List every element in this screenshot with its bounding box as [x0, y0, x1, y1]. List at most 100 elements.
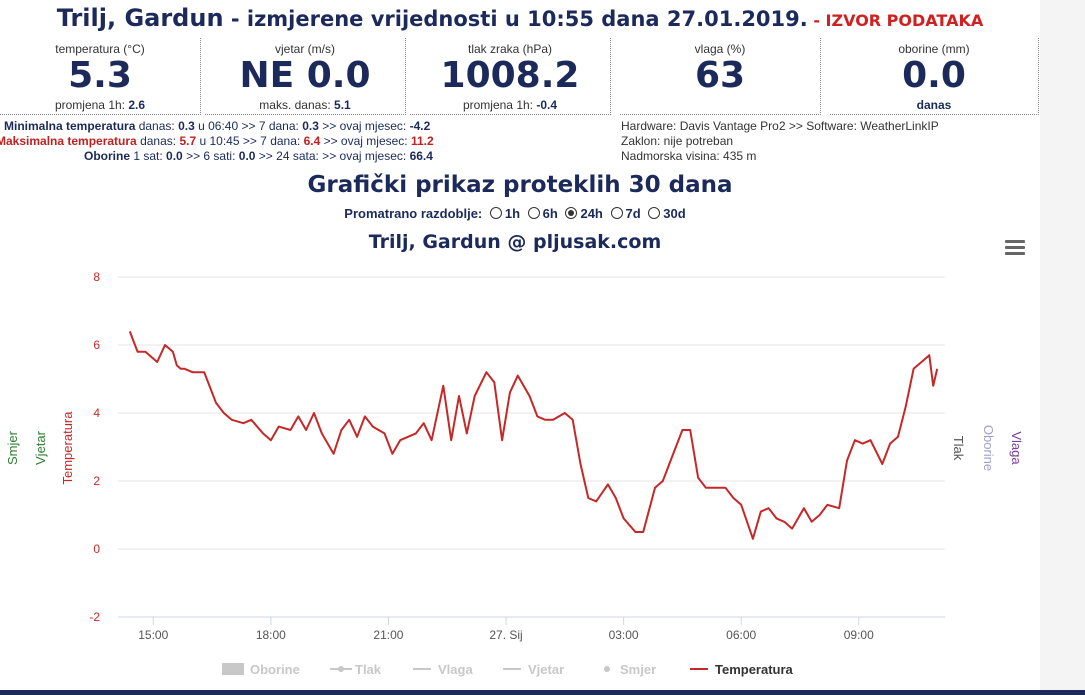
hardware-line: Hardware: Davis Vantage Pro2 >> Software…	[621, 119, 939, 133]
x-tick-label: 27. Sij	[489, 628, 522, 642]
record-title: Maksimalna temperatura	[0, 134, 137, 148]
record-value: 66.4	[409, 149, 433, 163]
record-value: 11.2	[410, 134, 434, 148]
record-title: Oborine	[84, 149, 131, 163]
record-text: >> ovaj mjesec:	[318, 119, 410, 133]
station-name: Trilj, Gardun	[56, 4, 224, 32]
stat-label: vlaga (%)	[694, 42, 746, 56]
record-text: u 06:40 >> 7 dana:	[194, 119, 303, 133]
period-option-24h[interactable]: 24h	[561, 206, 603, 221]
shelter-line: Zaklon: nije potreban	[621, 134, 734, 148]
stat-value: NE 0.0	[239, 55, 371, 96]
stat-sub: danas	[830, 98, 1038, 112]
stat-sub-label: maks. danas:	[259, 98, 331, 112]
record-value: 0.3	[178, 119, 195, 133]
chart-title: Trilj, Gardun @ pljusak.com	[368, 231, 662, 253]
stat-temperature: temperatura (°C) 5.3 promjena 1h: 2.6	[0, 38, 201, 115]
legend-symbol-smjer	[604, 666, 610, 672]
legend-item-label[interactable]: Temperatura	[715, 662, 794, 677]
stat-wind: vjetar (m/s) NE 0.0 maks. danas: 5.1	[205, 38, 406, 115]
record-text: u 10:45 >> 7 dana:	[196, 134, 304, 148]
period-option-label: 24h	[580, 206, 603, 221]
legend-item-label[interactable]: Oborine	[250, 662, 300, 677]
stat-sub-value: -0.4	[536, 98, 558, 112]
left-axis-title: Temperatura	[60, 411, 75, 485]
y-tick-label: -2	[89, 610, 100, 624]
x-tick-label: 21:00	[373, 628, 403, 642]
period-option-label: 30d	[663, 206, 686, 221]
period-option-1h[interactable]: 1h	[486, 206, 520, 221]
period-option-7d[interactable]: 7d	[607, 206, 641, 221]
legend-marker-tlak	[338, 666, 344, 672]
radio-selected-icon[interactable]	[565, 207, 578, 219]
stat-sub: promjena 1h: -0.4	[410, 98, 610, 112]
x-tick-label: 03:00	[609, 628, 639, 642]
stat-value: 1008.2	[440, 55, 580, 96]
record-text: 1 sat:	[130, 149, 167, 163]
right-axis-title: Tlak	[951, 436, 966, 461]
radio-icon[interactable]	[610, 207, 623, 219]
stat-sub: promjena 1h: 2.6	[0, 98, 200, 112]
record-value: 0.3	[302, 119, 319, 133]
legend-symbol-oborine	[222, 663, 244, 675]
record-value: 6.4	[303, 134, 321, 148]
stat-label: vjetar (m/s)	[275, 42, 335, 56]
left-axis-title: Smjer	[5, 430, 20, 465]
legend-item-label[interactable]: Vjetar	[528, 662, 564, 677]
y-tick-label: 4	[93, 406, 100, 420]
stat-sub: maks. danas: 5.1	[205, 98, 405, 112]
right-axis-title: Vlaga	[1009, 431, 1024, 465]
stat-value: 5.3	[68, 55, 132, 96]
radio-icon[interactable]	[527, 207, 540, 219]
period-option-label: 1h	[504, 206, 521, 221]
temperature-chart: -2 0 2 4 6 8 15:00 18:00 21:00 27. Sij 03:00 06:00 0…	[5, 270, 1024, 677]
bottom-bar	[0, 690, 1085, 695]
source-link[interactable]: - IZVOR PODATAKA	[807, 11, 984, 30]
altitude-line: Nadmorska visina: 435 m	[621, 149, 757, 163]
x-tick-label: 18:00	[256, 628, 286, 642]
record-text: >> ovaj mjesec:	[320, 134, 411, 148]
y-tick-label: 2	[93, 474, 100, 488]
record-text: >> 6 sati:	[182, 149, 239, 163]
radio-icon[interactable]	[489, 207, 502, 219]
stat-sub-label: promjena 1h:	[462, 98, 533, 112]
stat-sub-value: 5.1	[334, 98, 351, 112]
page-side-strip	[1040, 0, 1085, 690]
hardware-info: Hardware: Davis Vantage Pro2 >> Software…	[621, 119, 939, 164]
record-text: >> 24 sata: >> ovaj mjesec:	[255, 149, 410, 163]
legend-item-label[interactable]: Tlak	[355, 662, 382, 677]
stat-sub-label: promjena 1h:	[54, 98, 125, 112]
record-value: -4.2	[409, 119, 431, 133]
stat-label: tlak zraka (hPa)	[467, 42, 553, 56]
record-max-temperature: Maksimalna temperatura danas: 5.7 u 10:4…	[0, 134, 434, 148]
period-option-label: 7d	[625, 206, 641, 221]
stat-value: 0.0	[902, 55, 966, 96]
section-title: Grafički prikaz proteklih 30 dana	[307, 172, 733, 198]
x-tick-label: 06:00	[726, 628, 756, 642]
record-text: danas:	[135, 119, 179, 133]
record-value: 0.0	[166, 149, 183, 163]
hamburger-menu-icon[interactable]	[1005, 240, 1025, 256]
stat-rain: oborine (mm) 0.0 danas	[830, 38, 1039, 115]
stat-label: temperatura (°C)	[55, 42, 145, 56]
radio-icon[interactable]	[648, 207, 661, 219]
period-option-6h[interactable]: 6h	[524, 206, 558, 221]
period-selector: Promatrano razdoblje: 1h 6h 24h 7d 30d	[0, 206, 1030, 221]
page-header: Trilj, Gardun - izmjerene vrijednosti u …	[0, 4, 1040, 32]
record-min-temperature: Minimalna temperatura danas: 0.3 u 06:40…	[4, 119, 430, 133]
record-text: danas:	[136, 134, 180, 148]
period-option-30d[interactable]: 30d	[644, 206, 686, 221]
stat-pressure: tlak zraka (hPa) 1008.2 promjena 1h: -0.…	[410, 38, 611, 115]
stats-row: temperatura (°C) 5.3 promjena 1h: 2.6 vj…	[0, 38, 1040, 116]
stat-sub-value: 2.6	[128, 98, 146, 112]
stat-humidity: vlaga (%) 63	[620, 38, 821, 115]
period-option-label: 6h	[542, 206, 558, 221]
right-axis-title: Oborine	[981, 425, 996, 471]
y-tick-label: 6	[93, 338, 100, 352]
y-tick-label: 0	[93, 542, 100, 556]
record-value: 0.0	[238, 149, 256, 163]
record-title: Minimalna temperatura	[4, 119, 136, 133]
stat-sub-value: danas	[916, 98, 952, 112]
legend-item-label[interactable]: Vlaga	[438, 662, 473, 677]
legend-item-label[interactable]: Smjer	[620, 662, 656, 677]
